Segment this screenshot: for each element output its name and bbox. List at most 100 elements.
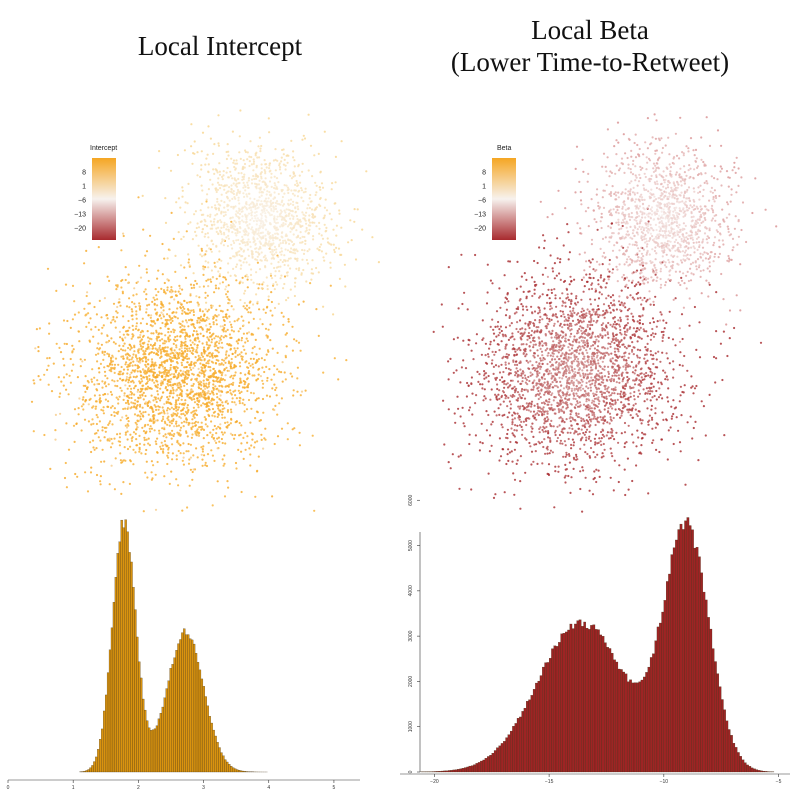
scatter-point bbox=[263, 204, 266, 207]
scatter-point bbox=[126, 407, 129, 410]
scatter-point bbox=[155, 442, 158, 446]
scatter-point bbox=[161, 406, 164, 409]
scatter-point bbox=[592, 394, 596, 398]
scatter-point bbox=[607, 370, 610, 373]
scatter-point bbox=[267, 328, 270, 331]
scatter-point bbox=[152, 399, 155, 402]
scatter-point bbox=[228, 186, 231, 189]
scatter-point bbox=[526, 338, 529, 341]
scatter-point bbox=[211, 356, 214, 359]
scatter-point bbox=[631, 433, 634, 436]
scatter-point bbox=[246, 366, 249, 369]
scatter-point bbox=[200, 202, 204, 205]
scatter-point bbox=[265, 209, 268, 212]
scatter-point bbox=[234, 221, 237, 224]
scatter-point bbox=[302, 300, 305, 303]
scatter-point bbox=[268, 395, 272, 398]
scatter-point bbox=[155, 337, 158, 340]
scatter-point bbox=[252, 236, 255, 239]
scatter-point bbox=[246, 441, 249, 444]
scatter-point bbox=[94, 407, 97, 410]
scatter-point bbox=[81, 360, 84, 363]
scatter-point bbox=[199, 362, 202, 365]
scatter-point bbox=[222, 464, 225, 467]
scatter-point bbox=[542, 356, 545, 360]
scatter-point bbox=[170, 291, 173, 294]
scatter-point bbox=[136, 400, 139, 403]
scatter-point bbox=[276, 237, 279, 240]
scatter-point bbox=[153, 368, 156, 371]
scatter-point bbox=[110, 393, 113, 396]
scatter-point bbox=[275, 394, 278, 397]
scatter-point bbox=[189, 392, 192, 395]
scatter-point bbox=[188, 458, 191, 461]
scatter-point bbox=[559, 439, 563, 442]
scatter-point bbox=[506, 405, 509, 408]
scatter-point bbox=[72, 348, 75, 351]
scatter-point bbox=[265, 166, 268, 169]
scatter-point bbox=[205, 405, 208, 408]
scatter-point bbox=[227, 154, 230, 157]
scatter-point bbox=[221, 240, 224, 243]
scatter-point bbox=[60, 380, 63, 383]
scatter-point bbox=[166, 289, 169, 292]
scatter-point bbox=[581, 345, 584, 348]
scatter-point bbox=[657, 381, 660, 384]
scatter-point bbox=[254, 338, 257, 341]
scatter-point bbox=[230, 417, 233, 420]
scatter-point bbox=[147, 413, 150, 416]
scatter-point bbox=[190, 378, 193, 381]
scatter-point bbox=[254, 361, 257, 365]
scatter-point bbox=[294, 174, 297, 177]
scatter-point bbox=[114, 357, 118, 360]
scatter-point bbox=[177, 442, 180, 445]
scatter-point bbox=[101, 448, 104, 451]
scatter-point bbox=[150, 368, 153, 371]
scatter-point bbox=[589, 386, 592, 389]
scatter-point bbox=[141, 330, 145, 333]
scatter-point bbox=[189, 221, 192, 224]
scatter-point bbox=[95, 447, 98, 450]
scatter-point bbox=[191, 390, 194, 393]
scatter-point bbox=[134, 399, 137, 402]
scatter-point bbox=[197, 358, 200, 361]
scatter-point bbox=[229, 336, 232, 339]
scatter-point bbox=[249, 206, 252, 209]
scatter-point bbox=[145, 430, 148, 433]
scatter-point bbox=[190, 436, 193, 439]
scatter-point bbox=[309, 282, 312, 285]
scatter-point bbox=[274, 201, 277, 204]
scatter-point bbox=[129, 433, 132, 436]
scatter-point bbox=[178, 386, 181, 389]
scatter-point bbox=[679, 394, 682, 397]
scatter-point bbox=[237, 182, 240, 185]
scatter-point bbox=[196, 151, 199, 154]
scatter-point bbox=[145, 250, 149, 253]
scatter-point bbox=[119, 419, 122, 422]
scatter-point bbox=[145, 347, 148, 350]
scatter-point bbox=[271, 347, 274, 350]
scatter-point bbox=[113, 488, 116, 491]
scatter-point bbox=[211, 433, 214, 436]
scatter-point bbox=[290, 214, 293, 217]
scatter-point bbox=[141, 426, 144, 429]
scatter-point bbox=[280, 253, 283, 256]
scatter-point bbox=[176, 307, 179, 310]
scatter-point bbox=[130, 358, 133, 361]
scatter-point bbox=[245, 201, 248, 204]
scatter-point bbox=[145, 311, 148, 314]
scatter-point bbox=[624, 366, 628, 369]
scatter-point bbox=[202, 213, 205, 216]
scatter-point bbox=[221, 441, 224, 445]
scatter-point bbox=[233, 374, 237, 377]
scatter-point bbox=[149, 425, 152, 428]
scatter-point bbox=[500, 363, 503, 366]
scatter-point bbox=[251, 253, 254, 256]
scatter-point bbox=[206, 310, 209, 313]
scatter-point bbox=[189, 468, 192, 471]
scatter-point bbox=[71, 351, 74, 354]
scatter-point bbox=[155, 331, 158, 334]
scatter-point bbox=[144, 349, 147, 353]
scatter-point bbox=[561, 442, 564, 445]
scatter-point bbox=[145, 268, 148, 271]
